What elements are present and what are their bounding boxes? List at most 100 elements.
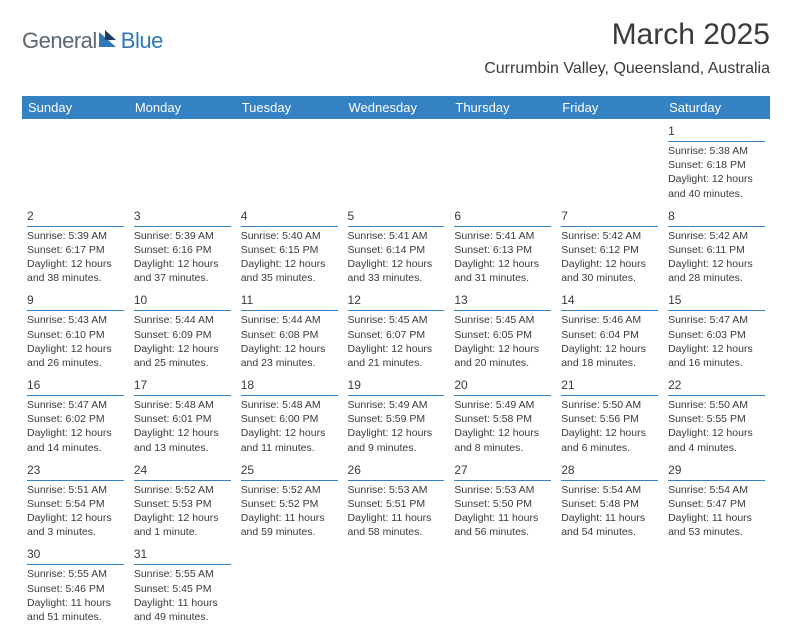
day-info: Sunrise: 5:39 AMSunset: 6:16 PMDaylight:… — [134, 229, 231, 286]
day-info: Sunrise: 5:48 AMSunset: 6:01 PMDaylight:… — [134, 398, 231, 455]
day-number: 27 — [454, 463, 467, 477]
sunset-text: Sunset: 6:01 PM — [134, 412, 231, 426]
day-number: 23 — [27, 463, 40, 477]
sunrise-text: Sunrise: 5:45 AM — [454, 313, 551, 327]
daylight-text: Daylight: 12 hours and 13 minutes. — [134, 426, 231, 454]
sunrise-text: Sunrise: 5:53 AM — [454, 483, 551, 497]
daylight-text: Daylight: 12 hours and 16 minutes. — [668, 342, 765, 370]
sunrise-text: Sunrise: 5:41 AM — [454, 229, 551, 243]
day-number: 16 — [27, 378, 40, 392]
day-number: 7 — [561, 209, 568, 223]
calendar-cell: 27 Sunrise: 5:53 AMSunset: 5:50 PMDayligh… — [449, 458, 556, 543]
daylight-text: Daylight: 12 hours and 26 minutes. — [27, 342, 124, 370]
daylight-text: Daylight: 12 hours and 25 minutes. — [134, 342, 231, 370]
day-info: Sunrise: 5:45 AMSunset: 6:05 PMDaylight:… — [454, 313, 551, 370]
calendar-cell: 10Sunrise: 5:44 AMSunset: 6:09 PMDayligh… — [129, 288, 236, 373]
day-info: Sunrise: 5:54 AMSunset: 5:48 PMDaylight:… — [561, 483, 658, 540]
day-info: Sunrise: 5:52 AMSunset: 5:53 PMDaylight:… — [134, 483, 231, 540]
day-number: 8 — [668, 209, 675, 223]
sunrise-text: Sunrise: 5:53 AM — [348, 483, 445, 497]
sunrise-text: Sunrise: 5:54 AM — [561, 483, 658, 497]
calendar-cell: 29Sunrise: 5:54 AMSunset: 5:47 PMDayligh… — [663, 458, 770, 543]
weekday-header: Saturday — [663, 96, 770, 119]
sunset-text: Sunset: 6:17 PM — [27, 243, 124, 257]
sunset-text: Sunset: 6:00 PM — [241, 412, 338, 426]
calendar-cell: 31Sunrise: 5:55 AMSunset: 5:45 PMDayligh… — [129, 542, 236, 627]
daylight-text: Daylight: 12 hours and 8 minutes. — [454, 426, 551, 454]
day-number: 22 — [668, 378, 681, 392]
day-info: Sunrise: 5:55 AMSunset: 5:46 PMDaylight:… — [27, 567, 124, 624]
calendar-cell — [343, 119, 450, 204]
sunrise-text: Sunrise: 5:51 AM — [27, 483, 124, 497]
calendar-cell: 17Sunrise: 5:48 AMSunset: 6:01 PMDayligh… — [129, 373, 236, 458]
calendar-cell: 12 Sunrise: 5:45 AMSunset: 6:07 PMDayligh… — [343, 288, 450, 373]
calendar-cell: 15Sunrise: 5:47 AMSunset: 6:03 PMDayligh… — [663, 288, 770, 373]
weekday-header: Sunday — [22, 96, 129, 119]
calendar-cell: 19Sunrise: 5:49 AMSunset: 5:59 PMDayligh… — [343, 373, 450, 458]
calendar-cell: 16Sunrise: 5:47 AMSunset: 6:02 PMDayligh… — [22, 373, 129, 458]
daylight-text: Daylight: 11 hours and 53 minutes. — [668, 511, 765, 539]
sunrise-text: Sunrise: 5:48 AM — [241, 398, 338, 412]
calendar-cell — [343, 542, 450, 627]
daylight-text: Daylight: 11 hours and 54 minutes. — [561, 511, 658, 539]
daylight-text: Daylight: 12 hours and 1 minute. — [134, 511, 231, 539]
calendar-week-row: 1Sunrise: 5:38 AMSunset: 6:18 PMDaylight… — [22, 119, 770, 204]
day-number: 10 — [134, 293, 147, 307]
sunrise-text: Sunrise: 5:42 AM — [561, 229, 658, 243]
day-info: Sunrise: 5:45 AMSunset: 6:07 PMDaylight:… — [348, 313, 445, 370]
header: General Blue March 2025 Currumbin Valley… — [22, 18, 770, 96]
day-info: Sunrise: 5:47 AMSunset: 6:03 PMDaylight:… — [668, 313, 765, 370]
day-info: Sunrise: 5:44 AMSunset: 6:08 PMDaylight:… — [241, 313, 338, 370]
daylight-text: Daylight: 12 hours and 40 minutes. — [668, 172, 765, 200]
sunset-text: Sunset: 5:50 PM — [454, 497, 551, 511]
day-number: 12 — [348, 293, 361, 307]
day-number: 9 — [27, 293, 34, 307]
day-info: Sunrise: 5:42 AMSunset: 6:11 PMDaylight:… — [668, 229, 765, 286]
calendar-cell: 18Sunrise: 5:48 AMSunset: 6:00 PMDayligh… — [236, 373, 343, 458]
daylight-text: Daylight: 12 hours and 31 minutes. — [454, 257, 551, 285]
day-info: Sunrise: 5:38 AMSunset: 6:18 PMDaylight:… — [668, 144, 765, 201]
sunset-text: Sunset: 5:46 PM — [27, 582, 124, 596]
calendar-cell — [449, 119, 556, 204]
day-info: Sunrise: 5:48 AMSunset: 6:00 PMDaylight:… — [241, 398, 338, 455]
sunset-text: Sunset: 5:47 PM — [668, 497, 765, 511]
sunset-text: Sunset: 6:14 PM — [348, 243, 445, 257]
day-info: Sunrise: 5:55 AMSunset: 5:45 PMDaylight:… — [134, 567, 231, 624]
sunrise-text: Sunrise: 5:39 AM — [134, 229, 231, 243]
day-number: 4 — [241, 209, 248, 223]
calendar-cell: 26Sunrise: 5:53 AMSunset: 5:51 PMDayligh… — [343, 458, 450, 543]
sunset-text: Sunset: 5:45 PM — [134, 582, 231, 596]
calendar-cell: 5Sunrise: 5:41 AMSunset: 6:14 PMDaylight… — [343, 204, 450, 289]
calendar-cell: 3 Sunrise: 5:39 AMSunset: 6:16 PMDaylight… — [129, 204, 236, 289]
sunset-text: Sunset: 5:52 PM — [241, 497, 338, 511]
day-number: 28 — [561, 463, 574, 477]
weekday-header: Tuesday — [236, 96, 343, 119]
sunset-text: Sunset: 5:55 PM — [668, 412, 765, 426]
sunset-text: Sunset: 6:10 PM — [27, 328, 124, 342]
day-number: 2 — [27, 209, 34, 223]
sunrise-text: Sunrise: 5:49 AM — [454, 398, 551, 412]
day-info: Sunrise: 5:51 AMSunset: 5:54 PMDaylight:… — [27, 483, 124, 540]
day-info: Sunrise: 5:41 AMSunset: 6:13 PMDaylight:… — [454, 229, 551, 286]
daylight-text: Daylight: 12 hours and 35 minutes. — [241, 257, 338, 285]
calendar-cell: 28 Sunrise: 5:54 AMSunset: 5:48 PMDayligh… — [556, 458, 663, 543]
daylight-text: Daylight: 11 hours and 56 minutes. — [454, 511, 551, 539]
calendar-table: Sunday Monday Tuesday Wednesday Thursday… — [22, 96, 770, 627]
daylight-text: Daylight: 12 hours and 23 minutes. — [241, 342, 338, 370]
calendar-cell — [236, 119, 343, 204]
sunset-text: Sunset: 5:58 PM — [454, 412, 551, 426]
day-number: 3 — [134, 209, 141, 223]
sunrise-text: Sunrise: 5:46 AM — [561, 313, 658, 327]
day-number: 6 — [454, 209, 461, 223]
day-info: Sunrise: 5:40 AMSunset: 6:15 PMDaylight:… — [241, 229, 338, 286]
day-info: Sunrise: 5:53 AMSunset: 5:51 PMDaylight:… — [348, 483, 445, 540]
calendar-cell: 11Sunrise: 5:44 AMSunset: 6:08 PMDayligh… — [236, 288, 343, 373]
day-number: 5 — [348, 209, 355, 223]
calendar-week-row: 16Sunrise: 5:47 AMSunset: 6:02 PMDayligh… — [22, 373, 770, 458]
day-info: Sunrise: 5:50 AMSunset: 5:55 PMDaylight:… — [668, 398, 765, 455]
calendar-cell: 8 Sunrise: 5:42 AMSunset: 6:11 PMDaylight… — [663, 204, 770, 289]
day-number: 21 — [561, 378, 574, 392]
calendar-cell — [663, 542, 770, 627]
sunrise-text: Sunrise: 5:55 AM — [134, 567, 231, 581]
sunrise-text: Sunrise: 5:42 AM — [668, 229, 765, 243]
